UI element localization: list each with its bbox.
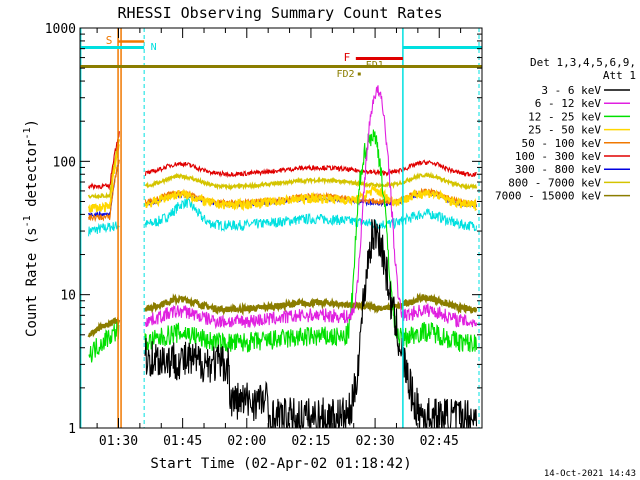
legend-label-9: 7000 - 15000 keV [495, 190, 601, 203]
plot-frame [79, 27, 483, 429]
x-tick-label: 01:30 [99, 434, 138, 449]
legend-label-8: 800 - 7000 keV [508, 176, 601, 189]
flag-label-s: S [106, 34, 113, 47]
y-tick-label: 100 [53, 155, 76, 170]
x-tick-label: 02:15 [291, 434, 330, 449]
footer-timestamp: 14-Oct-2021 14:43 [544, 469, 636, 479]
y-tick-label: 1000 [45, 22, 76, 37]
legend-label-4: 25 - 50 keV [528, 124, 601, 137]
x-axis-label: Start Time (02-Apr-02 01:18:42) [150, 456, 411, 472]
x-tick-label: 02:30 [356, 434, 395, 449]
series-line-3 [88, 129, 478, 363]
legend-label-6: 100 - 300 keV [515, 150, 601, 163]
series-line-1 [144, 219, 478, 431]
x-tick-label: 02:45 [420, 434, 459, 449]
flag-label-fd2: FD2 [336, 69, 354, 80]
legend-label-2: 6 - 12 keV [535, 97, 602, 110]
flag-label-fd1: FD1 [366, 60, 384, 71]
axes-layer: 01:30 01:45 02:00 02:15 02:30 02:45 1 10 100 1000 [45, 22, 483, 449]
legend-label-3: 12 - 25 keV [528, 110, 601, 123]
decimation-fd2-marker [357, 72, 361, 76]
legend-header-line-1: Det 1,3,4,5,6,9, [530, 56, 636, 69]
x-tick-label: 01:45 [163, 434, 202, 449]
series-line-2 [144, 85, 478, 330]
y-axis-label: Count Rate (s-1 detector-1) [22, 119, 40, 337]
x-tick-label: 02:00 [227, 434, 266, 449]
series-line-6 [88, 131, 477, 191]
flag-label-n: N [151, 42, 157, 53]
series-line-8 [87, 139, 478, 200]
data-layer: S N F FD1 FD2 [79, 28, 482, 431]
legend-label-5: 50 - 100 keV [522, 137, 602, 150]
series-line-9 [87, 292, 478, 338]
series-line-4 [87, 144, 478, 214]
y-tick-label: 1 [68, 422, 76, 437]
legend-label-7: 300 - 800 keV [515, 163, 601, 176]
chart-title: RHESSI Observing Summary Count Rates [117, 4, 442, 22]
legend-label-1: 3 - 6 keV [541, 84, 601, 97]
legend-header-line-2: Att 1 [603, 69, 636, 82]
flag-label-f: F [344, 51, 351, 64]
y-tick-label: 10 [60, 289, 76, 304]
series-line-cyan-rate [88, 197, 477, 237]
